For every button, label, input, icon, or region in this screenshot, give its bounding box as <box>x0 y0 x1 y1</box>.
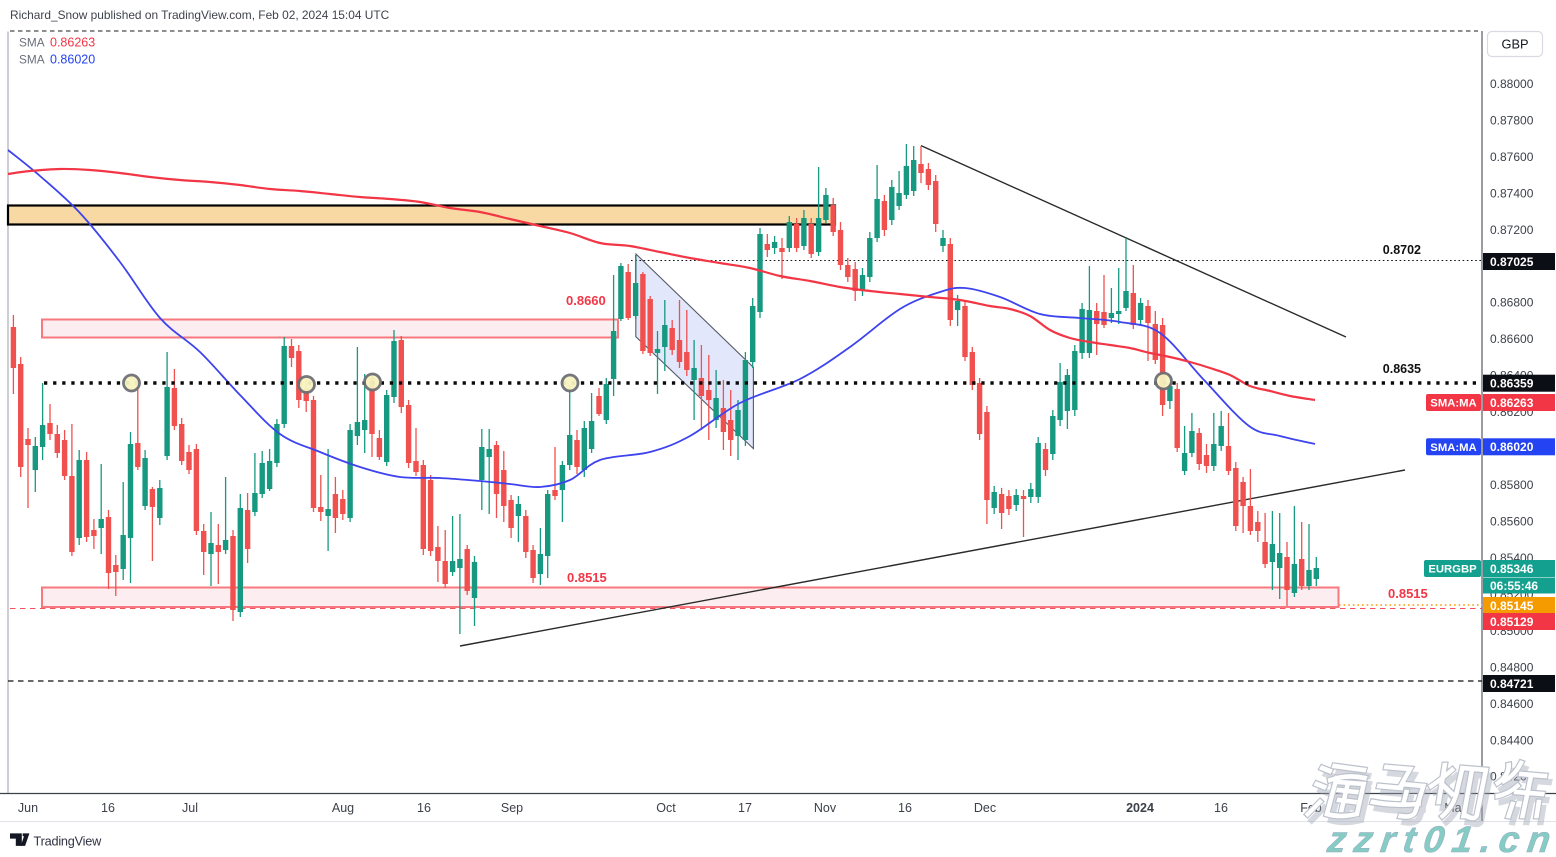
svg-text:0.84600: 0.84600 <box>1490 697 1534 711</box>
svg-text:SMA:MA: SMA:MA <box>1430 442 1476 454</box>
svg-text:0.86600: 0.86600 <box>1490 332 1534 346</box>
svg-text:17: 17 <box>738 801 752 815</box>
svg-text:0.88000: 0.88000 <box>1490 77 1534 91</box>
svg-text:0.85145: 0.85145 <box>1490 599 1534 613</box>
svg-text:0.8515: 0.8515 <box>1388 586 1428 601</box>
svg-text:0.85800: 0.85800 <box>1490 478 1534 492</box>
svg-text:EURGBP: EURGBP <box>1428 564 1477 576</box>
svg-text:Oct: Oct <box>656 801 676 815</box>
svg-text:0.8515: 0.8515 <box>567 570 607 585</box>
svg-text:16: 16 <box>1214 801 1228 815</box>
svg-text:SMA:MA: SMA:MA <box>1430 398 1476 410</box>
svg-text:0.85600: 0.85600 <box>1490 514 1534 528</box>
svg-text:0.84721: 0.84721 <box>1490 677 1534 691</box>
svg-text:0.85346: 0.85346 <box>1490 562 1534 576</box>
svg-text:zzrt01.cn: zzrt01.cn <box>1324 818 1556 857</box>
svg-text:SMA: SMA <box>19 53 45 67</box>
svg-text:0.84800: 0.84800 <box>1490 660 1534 674</box>
svg-text:0.86020: 0.86020 <box>1490 440 1534 454</box>
svg-text:0.86020: 0.86020 <box>50 53 95 67</box>
svg-text:Jul: Jul <box>182 801 198 815</box>
svg-text:0.8660: 0.8660 <box>566 293 606 308</box>
svg-text:16: 16 <box>101 801 115 815</box>
svg-text:SMA: SMA <box>19 36 45 50</box>
svg-text:Aug: Aug <box>332 801 354 815</box>
svg-text:0.85129: 0.85129 <box>1490 615 1534 629</box>
svg-text:0.87800: 0.87800 <box>1490 113 1534 127</box>
svg-text:0.86263: 0.86263 <box>50 36 95 50</box>
svg-text:0.84400: 0.84400 <box>1490 733 1534 747</box>
svg-text:0.86800: 0.86800 <box>1490 296 1534 310</box>
svg-text:0.87200: 0.87200 <box>1490 223 1534 237</box>
svg-text:0.8702: 0.8702 <box>1383 243 1421 257</box>
svg-text:Richard_Snow published on Trad: Richard_Snow published on TradingView.co… <box>10 8 390 22</box>
svg-text:0.87600: 0.87600 <box>1490 150 1534 164</box>
svg-text:0.87025: 0.87025 <box>1490 255 1534 269</box>
svg-text:0.87400: 0.87400 <box>1490 186 1534 200</box>
svg-text:0.8635: 0.8635 <box>1383 362 1421 376</box>
svg-text:0.86263: 0.86263 <box>1490 396 1534 410</box>
svg-text:Nov: Nov <box>814 801 837 815</box>
svg-text:16: 16 <box>417 801 431 815</box>
svg-text:2024: 2024 <box>1126 801 1154 815</box>
svg-text:06:55:46: 06:55:46 <box>1490 579 1538 593</box>
svg-text:0.86359: 0.86359 <box>1490 377 1534 391</box>
svg-text:Sep: Sep <box>501 801 523 815</box>
svg-text:Dec: Dec <box>974 801 996 815</box>
svg-text:TradingView: TradingView <box>34 835 103 849</box>
svg-text:16: 16 <box>898 801 912 815</box>
svg-text:GBP: GBP <box>1501 37 1528 52</box>
svg-text:Jun: Jun <box>18 801 38 815</box>
